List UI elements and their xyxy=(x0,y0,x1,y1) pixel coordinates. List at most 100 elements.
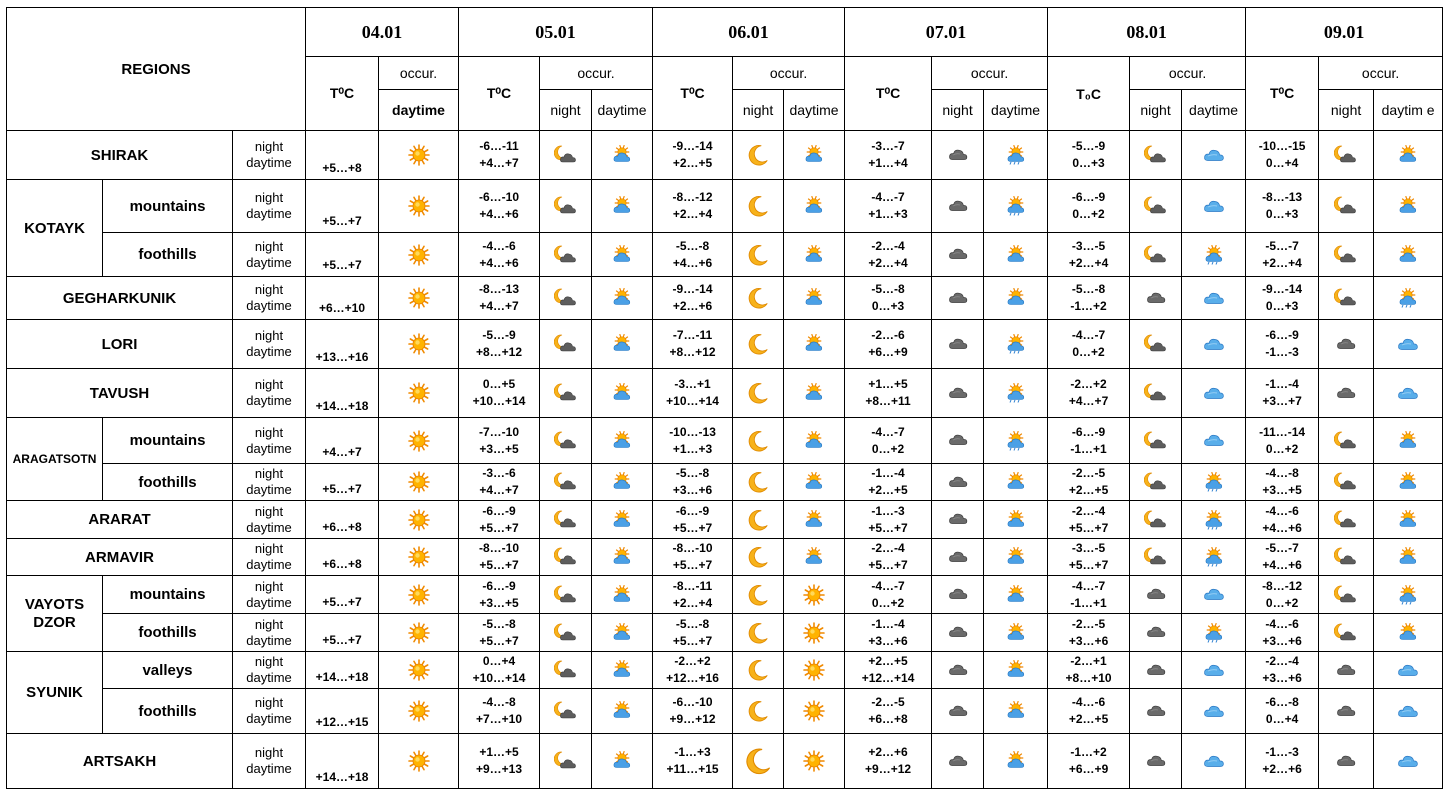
blue-cloud-icon xyxy=(1395,753,1421,769)
occurrence-cell xyxy=(378,733,460,789)
period-label: night daytime xyxy=(231,368,307,418)
daytime-label: daytime xyxy=(246,670,292,685)
sun-cloud-icon xyxy=(802,288,826,308)
blue-cloud-icon xyxy=(1201,662,1227,678)
temperature-cell: -10…-15 0…+4 xyxy=(1245,130,1320,180)
night-temp: -2…-5 xyxy=(1071,466,1106,480)
night-temp: -5…-9 xyxy=(482,328,516,342)
moon-icon xyxy=(743,746,773,776)
sun-icon xyxy=(803,750,825,772)
dark-cloud-icon xyxy=(946,586,970,602)
day-occurrence-cell xyxy=(1181,368,1247,418)
night-temp: -5…-8 xyxy=(675,466,710,480)
night-temp: -5…-8 xyxy=(1071,282,1106,296)
dark-cloud-icon xyxy=(1334,703,1358,719)
blue-cloud-icon xyxy=(1201,586,1227,602)
night-temp: 0…+4 xyxy=(482,654,516,668)
dark-cloud-icon xyxy=(946,336,970,352)
night-occurrence-cell xyxy=(1129,463,1183,501)
sun-cloud-icon xyxy=(802,244,826,265)
dark-cloud-icon xyxy=(946,753,970,769)
day-occurrence-cell xyxy=(983,733,1049,789)
night-temp: -1…-3 xyxy=(1265,745,1299,759)
temperature-cell: 0…+5 +10…+14 xyxy=(458,368,541,418)
sun-cloud-icon xyxy=(610,430,634,451)
moon-cloud-icon xyxy=(1334,510,1358,530)
temperature-cell: +5…+7 xyxy=(305,613,380,652)
region-row: foothills night daytime +5…+7 -4…-6 +4…+6 -5…-… xyxy=(7,232,1444,277)
moon-cloud-icon xyxy=(553,145,578,165)
night-temp: -2…-6 xyxy=(871,328,905,342)
day-occurrence-cell xyxy=(783,575,846,614)
temperature-cell: -1…-3 +5…+7 xyxy=(844,500,933,539)
night-occurrence-cell xyxy=(1129,613,1183,652)
day-temp: +2…+6 xyxy=(1262,762,1302,776)
moon-icon xyxy=(746,658,770,682)
subregion-name: mountains xyxy=(102,417,233,464)
moon-cloud-icon xyxy=(1143,547,1168,567)
moon-cloud-icon xyxy=(553,660,578,680)
moon-cloud-icon xyxy=(553,196,578,216)
day-occurrence-cell xyxy=(1373,319,1444,369)
night-temp: -7…-10 xyxy=(479,424,520,439)
sun-cloud-rain-icon xyxy=(1004,430,1028,451)
forecast-table: REGIONS 04.01 05.01 06.01 07.01 08.01 09… xyxy=(5,7,1444,789)
temperature-cell: -1…-3 +2…+6 xyxy=(1245,733,1320,789)
night-occurrence-cell xyxy=(1318,688,1375,734)
dark-cloud-icon xyxy=(946,474,970,490)
daytime-label: daytime xyxy=(246,393,292,408)
header-dates-row: REGIONS 04.01 05.01 06.01 07.01 08.01 09… xyxy=(5,7,1444,131)
temperature-cell: -3…-6 +4…+7 xyxy=(458,463,541,501)
temperature-cell: +1…+5 +8…+11 xyxy=(844,368,933,418)
moon-cloud-icon xyxy=(1143,196,1168,216)
day-occurrence-cell xyxy=(983,613,1049,652)
temperature-cell: -6…-9 +3…+5 xyxy=(458,575,541,614)
day-temp: 0…+3 xyxy=(1265,299,1299,313)
night-temp: -7…-11 xyxy=(672,328,713,342)
day-occurrence-cell xyxy=(1373,613,1444,652)
day-occurrence-cell xyxy=(591,538,654,576)
night-temp: -3…-6 xyxy=(482,466,516,480)
temperature-cell: -8…-11 +2…+4 xyxy=(652,575,734,614)
sun-cloud-icon xyxy=(1004,244,1028,265)
sun-cloud-rain-icon xyxy=(1396,584,1420,605)
occurrence-cell xyxy=(378,575,460,614)
day-occurrence-cell xyxy=(1373,538,1444,576)
day-occurrence-cell xyxy=(1373,733,1444,789)
temperature-cell: -4…-7 +1…+3 xyxy=(844,179,933,233)
sun-icon xyxy=(407,508,430,531)
dark-cloud-icon xyxy=(1144,753,1168,769)
night-temp: -2…-4 xyxy=(1265,654,1299,668)
day-occurrence-cell xyxy=(983,319,1049,369)
night-occurrence-cell xyxy=(539,688,593,734)
dark-cloud-icon xyxy=(946,198,970,214)
subregion-name: mountains xyxy=(102,179,233,233)
sun-icon xyxy=(407,546,430,568)
day-occurrence-cell xyxy=(1373,688,1444,734)
dark-cloud-icon xyxy=(1144,290,1168,306)
night-occurrence-cell xyxy=(539,232,593,277)
moon-cloud-icon xyxy=(553,472,578,492)
temperature-cell: -4…-7 -1…+1 xyxy=(1047,575,1131,614)
night-occurrence-cell xyxy=(732,232,785,277)
date-header: 06.01 xyxy=(652,7,846,57)
night-temp: -6…-8 xyxy=(1265,695,1299,709)
night-temp: -4…-8 xyxy=(1265,466,1299,480)
region-row: LORI night daytime +13…+16 -5…-9 +8…+12 -7…-11… xyxy=(6,319,1444,369)
night-label: night xyxy=(254,139,284,154)
day-temp: +6…+8 xyxy=(868,712,908,726)
moon-icon xyxy=(746,508,770,532)
sun-cloud-rain-icon xyxy=(1202,547,1226,567)
occurrence-cell xyxy=(378,368,460,418)
sun-cloud-icon xyxy=(610,547,634,567)
region-row: KOTAYK mountains night daytime +5…+7 -6…-10 +4… xyxy=(6,179,1444,277)
day-temp: +4…+6 xyxy=(479,207,519,221)
night-occurrence-cell xyxy=(732,417,785,464)
temperature-cell: +13…+16 xyxy=(305,319,380,369)
occurrence-cell xyxy=(378,319,460,369)
temperature-cell: -8…-13 0…+3 xyxy=(1245,179,1320,233)
day-temp: 0…+2 xyxy=(1265,595,1299,610)
moon-cloud-icon xyxy=(1334,431,1358,451)
daytime-header: daytime xyxy=(983,89,1049,131)
dark-cloud-icon xyxy=(1144,703,1168,719)
